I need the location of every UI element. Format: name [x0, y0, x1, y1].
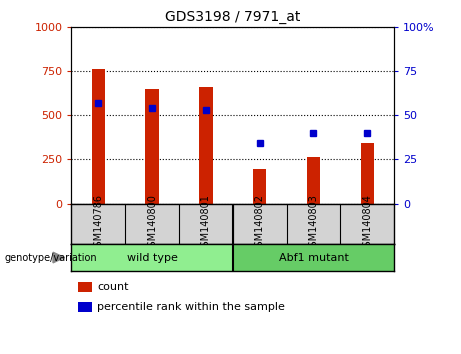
Bar: [71, 244, 233, 271]
Bar: [145, 88, 159, 204]
Text: GSM140802: GSM140802: [254, 194, 265, 253]
Text: Abf1 mutant: Abf1 mutant: [278, 252, 349, 263]
Text: genotype/variation: genotype/variation: [5, 252, 97, 263]
Text: GSM140804: GSM140804: [362, 194, 372, 253]
Bar: [78, 302, 92, 312]
Text: GSM140803: GSM140803: [308, 194, 319, 253]
Text: percentile rank within the sample: percentile rank within the sample: [97, 302, 285, 312]
Text: count: count: [97, 282, 129, 292]
Text: GSM140801: GSM140801: [201, 194, 211, 253]
Bar: [199, 87, 213, 204]
Text: GSM140786: GSM140786: [93, 194, 103, 253]
Bar: [307, 156, 320, 204]
Bar: [92, 69, 105, 204]
Text: GSM140800: GSM140800: [147, 194, 157, 253]
Bar: [78, 282, 92, 292]
Title: GDS3198 / 7971_at: GDS3198 / 7971_at: [165, 10, 301, 24]
Bar: [361, 143, 374, 204]
Bar: [253, 169, 266, 204]
Bar: [233, 244, 394, 271]
Text: wild type: wild type: [127, 252, 177, 263]
